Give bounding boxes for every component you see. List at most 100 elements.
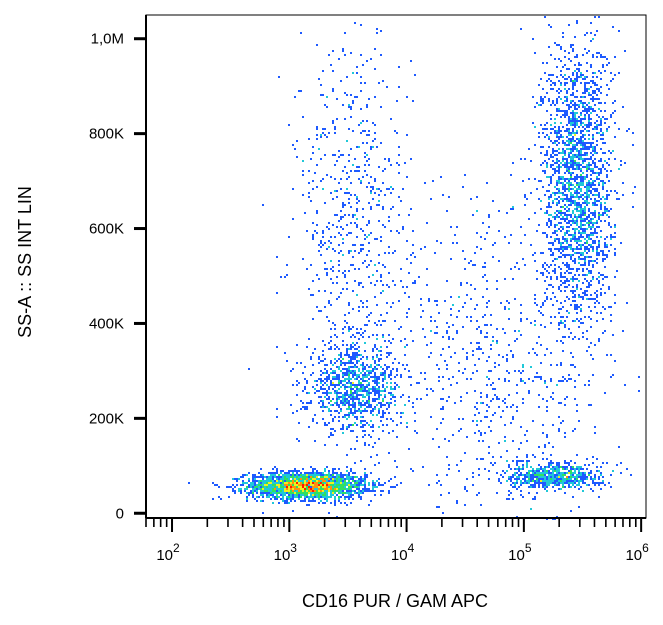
data-point [318,358,320,360]
data-point [344,192,346,194]
data-point [596,152,598,154]
data-point [556,276,558,278]
data-point [334,402,336,404]
data-point [284,482,286,484]
data-point [314,392,316,394]
data-point [582,218,584,220]
data-point [572,160,574,162]
data-point [370,436,372,438]
data-point [604,122,606,124]
data-point [340,250,342,252]
data-point [472,472,474,474]
data-point [516,410,518,412]
data-point [594,148,596,150]
data-point [594,150,596,152]
data-point [594,232,596,234]
data-point [318,492,320,494]
data-point [336,476,338,478]
data-point [594,210,596,212]
data-point [526,454,528,456]
data-point [570,244,572,246]
data-point [372,482,374,484]
data-point [254,480,256,482]
data-point [580,486,582,488]
data-point [554,58,556,60]
data-point [584,242,586,244]
data-point [268,484,270,486]
data-point [352,244,354,246]
data-point [606,130,608,132]
data-point [350,392,352,394]
data-point [598,70,600,72]
data-point [592,182,594,184]
data-point [318,290,320,292]
data-point [610,226,612,228]
data-point [540,476,542,478]
data-point [580,194,582,196]
data-point [538,474,540,476]
data-point [290,470,292,472]
data-point [288,470,290,472]
data-point [608,88,610,90]
data-point [472,420,474,422]
data-point [336,396,338,398]
data-point [270,488,272,490]
data-point [598,496,600,498]
data-point [534,144,536,146]
data-point [348,414,350,416]
data-point [556,160,558,162]
data-point [548,266,550,268]
data-point [574,84,576,86]
data-point [588,238,590,240]
data-point [554,270,556,272]
data-point [594,200,596,202]
data-point [518,470,520,472]
data-point [360,82,362,84]
data-point [582,480,584,482]
data-point [350,94,352,96]
data-point [506,406,508,408]
data-point [352,406,354,408]
data-point [356,486,358,488]
data-point [294,480,296,482]
data-point [330,242,332,244]
data-point [592,266,594,268]
data-point [560,152,562,154]
data-point [306,268,308,270]
data-point [632,192,634,194]
data-point [540,252,542,254]
data-point [546,162,548,164]
data-point [360,388,362,390]
data-point [324,502,326,504]
data-point [282,476,284,478]
data-point [608,286,610,288]
data-point [292,368,294,370]
data-point [578,256,580,258]
data-point [506,300,508,302]
data-point [564,282,566,284]
data-point [478,430,480,432]
data-point [376,146,378,148]
data-point [578,232,580,234]
data-point [226,486,228,488]
data-point [312,488,314,490]
data-point [238,490,240,492]
data-point [584,134,586,136]
data-point [336,404,338,406]
data-point [476,210,478,212]
data-point [600,78,602,80]
data-point [546,152,548,154]
data-point [516,472,518,474]
data-point [326,488,328,490]
data-point [280,470,282,472]
data-point [322,474,324,476]
data-point [400,326,402,328]
data-point [306,380,308,382]
data-point [570,278,572,280]
data-point [294,500,296,502]
data-point [574,240,576,242]
data-point [288,476,290,478]
data-point [350,486,352,488]
data-point [376,28,378,30]
data-point [298,486,300,488]
